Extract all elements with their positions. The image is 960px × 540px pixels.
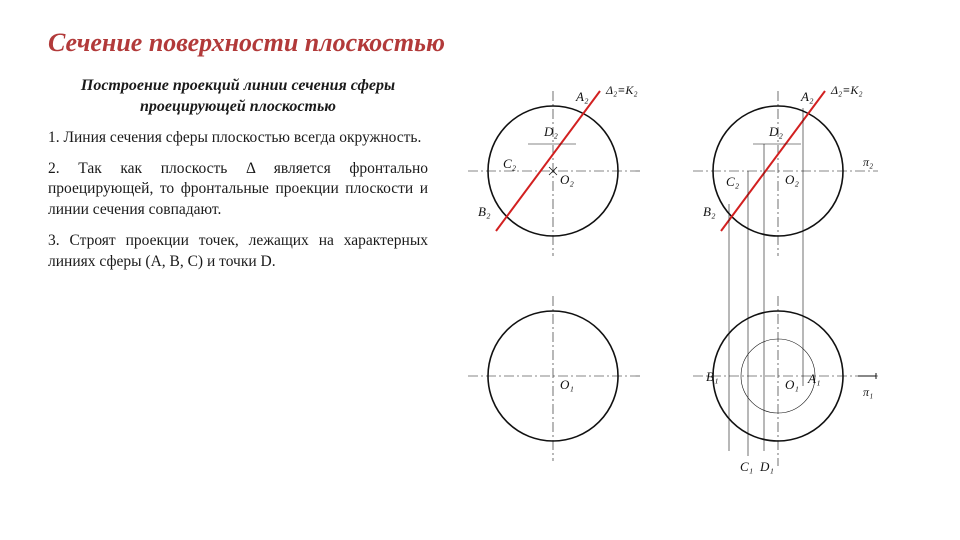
lbl-C2-r: C₂: [726, 174, 740, 189]
diagram-column: A₂ D₂ C₂ O₂ B₂ Δ₂≡K₂ O₁: [448, 76, 912, 506]
lbl-B2-r: B₂: [703, 204, 716, 219]
lbl-C1-r: C₁: [740, 459, 753, 474]
bottom-left-view: O₁: [468, 296, 643, 461]
lbl-D2-l: D₂: [543, 124, 558, 139]
lbl-delta-r: Δ₂≡K₂: [830, 83, 863, 97]
projection-lines: [729, 108, 803, 456]
text-column: Построение проекций линии сечения сферы …: [48, 76, 428, 506]
lbl-pi2: π₂: [863, 155, 873, 169]
lbl-B2-l: B₂: [478, 204, 491, 219]
lbl-D1-r: D₁: [759, 459, 774, 474]
subtitle: Построение проекций линии сечения сферы …: [48, 76, 428, 118]
top-left-view: A₂ D₂ C₂ O₂ B₂ Δ₂≡K₂: [468, 83, 643, 256]
lbl-C2-l: C₂: [503, 156, 517, 171]
lbl-A2-l: A₂: [575, 89, 589, 104]
paragraph-2: 2. Так как плоскость Δ является фронталь…: [48, 159, 428, 222]
lbl-pi1: π₁: [863, 385, 873, 399]
lbl-O1-l: O₁: [560, 377, 574, 392]
sphere-diagram: A₂ D₂ C₂ O₂ B₂ Δ₂≡K₂ O₁: [448, 76, 908, 506]
paragraph-3: 3. Строят проекции точек, лежащих на хар…: [48, 231, 428, 273]
lbl-O2-l: O₂: [560, 172, 574, 187]
section-line-right: [721, 91, 825, 231]
top-right-view: A₂ D₂ C₂ O₂ B₂ Δ₂≡K₂ π₂: [693, 83, 878, 256]
lbl-O2-r: O₂: [785, 172, 799, 187]
lbl-A1-r: A₁: [807, 371, 820, 386]
lbl-B1-r: B₁: [706, 369, 718, 384]
lbl-D2-r: D₂: [768, 124, 783, 139]
page-title: Сечение поверхности плоскостью: [48, 28, 912, 58]
lbl-delta-l: Δ₂≡K₂: [605, 83, 638, 97]
paragraph-1: 1. Линия сечения сферы плоскостью всегда…: [48, 128, 428, 149]
lbl-A2-r: A₂: [800, 89, 814, 104]
content-row: Построение проекций линии сечения сферы …: [48, 76, 912, 506]
lbl-O1-r: O₁: [785, 377, 799, 392]
bottom-right-view: O₁ A₁ B₁ C₁ D₁ π₁: [693, 296, 878, 474]
